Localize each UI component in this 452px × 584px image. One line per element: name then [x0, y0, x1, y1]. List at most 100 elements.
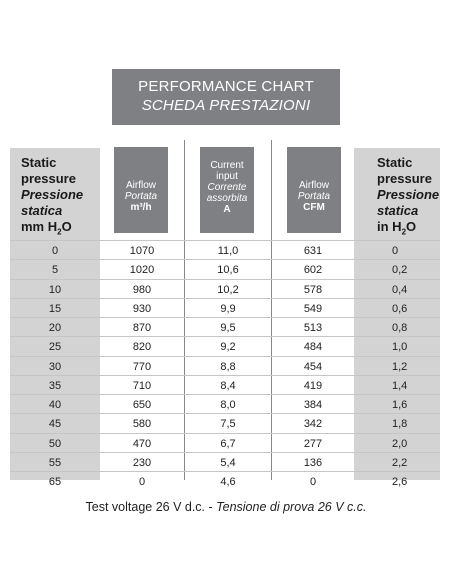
airflow-m3h-cell: 870 — [132, 322, 152, 334]
airflow-cfm-cell: 484 — [303, 341, 323, 354]
current-cell: 9,5 — [220, 322, 236, 334]
table-row: 40 650 8,0 384 1,6 — [0, 395, 452, 414]
table-row: 10 980 10,2 578 0,4 — [0, 280, 452, 299]
table-row: 65 0 4,6 0 2,6 — [0, 472, 452, 491]
airflow-cfm-cell: 631 — [303, 245, 323, 257]
pressure-mm-cell: 25 — [48, 341, 62, 354]
airflow-m3h-cell: 0 — [138, 476, 146, 488]
table-row: 0 1070 11,0 631 0 — [0, 241, 452, 260]
airflow-cfm-cell: 384 — [303, 399, 323, 411]
header-line-italic: Portata — [124, 191, 158, 202]
row-divider — [10, 297, 440, 299]
airflow-cfm-cell: 513 — [303, 322, 323, 334]
header-unit: CFM — [303, 202, 325, 213]
header-line-italic: statica — [21, 203, 63, 218]
table-row: 25 820 9,2 484 1,0 — [0, 337, 452, 356]
current-cell: 6,7 — [220, 437, 236, 450]
current-cell: 10,6 — [217, 264, 239, 277]
pressure-mm-column-bg — [10, 148, 100, 480]
current-cell: 7,5 — [220, 418, 236, 431]
header-line: Airflow — [125, 180, 156, 191]
header-line-italic: statica — [377, 203, 419, 218]
header-line-italic: Portata — [297, 191, 331, 202]
airflow-cfm-header: Airflow Portata CFM — [287, 147, 341, 233]
pressure-in-cell: 0,6 — [392, 302, 408, 315]
header-line: Current — [210, 160, 244, 171]
header-unit: A — [223, 204, 231, 215]
airflow-m3h-cell: 980 — [132, 283, 152, 296]
row-divider — [10, 259, 440, 261]
pressure-mm-cell: 0 — [51, 245, 59, 257]
row-divider — [10, 240, 440, 241]
row-divider — [10, 278, 440, 280]
pressure-in-cell: 2,0 — [392, 437, 408, 450]
airflow-m3h-cell: 820 — [132, 341, 152, 354]
pressure-mm-cell: 10 — [48, 283, 62, 296]
current-cell: 8,8 — [220, 360, 236, 373]
footer-text-italic: Tensione di prova 26 V c.c. — [216, 500, 367, 514]
row-divider — [10, 317, 440, 318]
current-header: Current input Corrente assorbita A — [200, 147, 254, 233]
row-divider — [10, 432, 440, 434]
header-line: Static — [21, 155, 57, 170]
airflow-m3h-cell: 230 — [132, 456, 152, 469]
airflow-m3h-cell: 580 — [132, 418, 152, 431]
chart-title-box: PERFORMANCE CHART SCHEDA PRESTAZIONI — [112, 69, 340, 125]
column-divider — [271, 140, 272, 480]
row-divider — [10, 374, 440, 376]
pressure-mm-header: Static pressure Pressione statica mm H2O — [21, 155, 83, 241]
table-row: 35 710 8,4 419 1,4 — [0, 376, 452, 395]
current-cell: 11,0 — [217, 245, 239, 257]
airflow-m3h-cell: 930 — [132, 302, 152, 315]
pressure-mm-cell: 30 — [48, 360, 62, 373]
test-voltage-note: Test voltage 26 V d.c. - Tensione di pro… — [0, 500, 452, 514]
pressure-mm-cell: 20 — [48, 322, 62, 334]
table-row: 50 470 6,7 277 2,0 — [0, 434, 452, 453]
pressure-mm-cell: 50 — [48, 437, 62, 450]
table-row: 15 930 9,9 549 0,6 — [0, 299, 452, 318]
chart-title: PERFORMANCE CHART — [138, 78, 314, 95]
pressure-mm-cell: 65 — [48, 476, 62, 488]
header-unit: in H2O — [377, 219, 417, 237]
table-row: 5 1020 10,6 602 0,2 — [0, 260, 452, 279]
current-cell: 4,6 — [220, 476, 236, 488]
pressure-in-cell: 1,0 — [392, 341, 408, 354]
footer-text: Test voltage 26 V d.c. - — [85, 500, 217, 514]
column-divider — [184, 140, 185, 480]
pressure-in-cell: 0,4 — [392, 283, 408, 296]
pressure-in-cell: 1,8 — [392, 418, 408, 431]
airflow-m3h-cell: 650 — [132, 399, 152, 411]
pressure-mm-cell: 35 — [48, 379, 62, 392]
pressure-mm-cell: 40 — [48, 399, 62, 411]
chart-subtitle: SCHEDA PRESTAZIONI — [141, 97, 311, 114]
row-divider — [10, 336, 440, 338]
airflow-cfm-cell: 342 — [303, 418, 323, 431]
header-line: Airflow — [298, 180, 329, 191]
airflow-m3h-cell: 770 — [132, 360, 152, 373]
header-line: input — [216, 171, 238, 182]
pressure-mm-cell: 55 — [48, 456, 62, 469]
table-row: 20 870 9,5 513 0,8 — [0, 318, 452, 337]
header-line-italic: assorbita — [206, 193, 248, 204]
airflow-cfm-cell: 419 — [303, 379, 323, 392]
header-line-italic: Pressione — [377, 187, 440, 202]
current-cell: 8,4 — [220, 379, 236, 392]
row-divider — [10, 394, 440, 395]
airflow-cfm-cell: 578 — [303, 283, 323, 296]
airflow-cfm-cell: 454 — [303, 360, 323, 373]
pressure-in-cell: 2,2 — [392, 456, 408, 469]
pressure-in-cell: 1,2 — [392, 360, 408, 373]
header-line: pressure — [377, 171, 432, 186]
table-row: 55 230 5,4 136 2,2 — [0, 453, 452, 472]
pressure-mm-cell: 15 — [48, 302, 62, 315]
pressure-in-cell: 0,2 — [392, 264, 408, 277]
table-row: 45 580 7,5 342 1,8 — [0, 414, 452, 433]
airflow-m3h-cell: 1070 — [129, 245, 155, 257]
header-line-italic: Corrente — [207, 182, 247, 193]
airflow-cfm-cell: 0 — [309, 476, 317, 488]
header-line: Static — [377, 155, 413, 170]
airflow-m3h-cell: 710 — [132, 379, 152, 392]
airflow-cfm-cell: 277 — [303, 437, 323, 450]
current-cell: 10,2 — [217, 283, 239, 296]
pressure-mm-cell: 45 — [48, 418, 62, 431]
